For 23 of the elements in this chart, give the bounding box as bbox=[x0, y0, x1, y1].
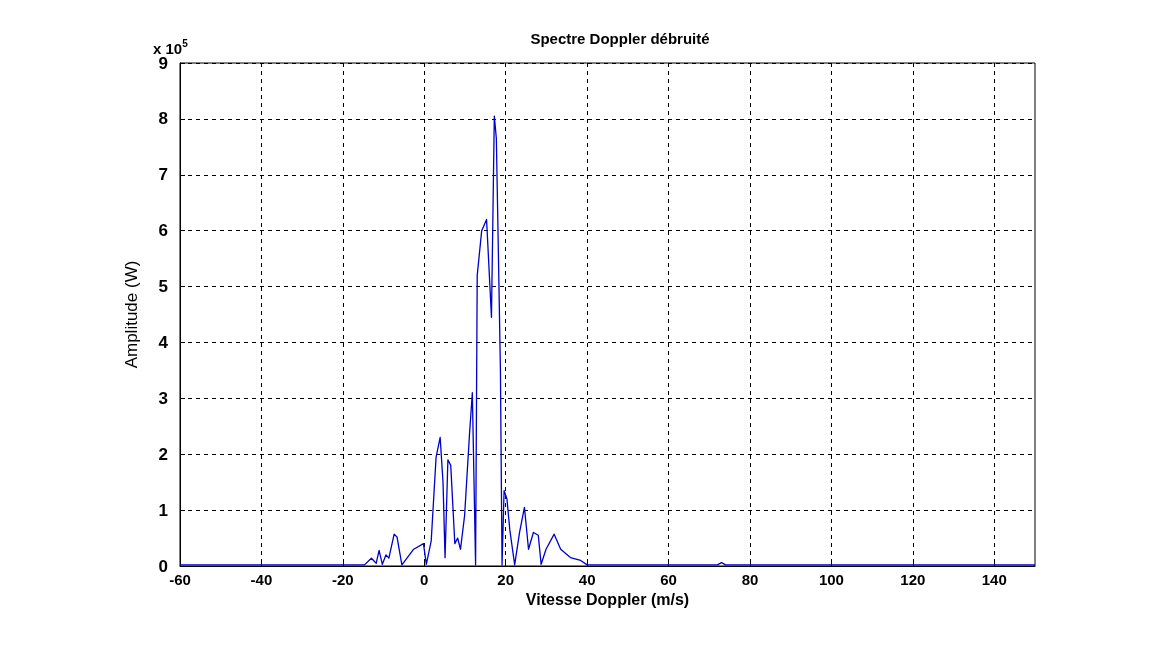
y-tick-label: 1 bbox=[158, 500, 168, 520]
y-tick-label: 4 bbox=[158, 332, 169, 352]
x-tick-label: 60 bbox=[660, 571, 677, 588]
y-axis-title: Amplitude (W) bbox=[122, 260, 141, 369]
x-tick-label: -20 bbox=[332, 571, 354, 588]
x-tick-label: 120 bbox=[900, 571, 926, 588]
x-tick-label: -60 bbox=[169, 571, 191, 588]
x-tick-label: -40 bbox=[250, 571, 273, 588]
x-tick-label: 0 bbox=[420, 571, 429, 588]
x-tick-label: 80 bbox=[741, 571, 759, 588]
y-tick-label: 5 bbox=[158, 277, 168, 297]
y-tick-label: 7 bbox=[158, 165, 168, 185]
y-tick-label: 9 bbox=[158, 53, 168, 73]
y-tick-label: 2 bbox=[158, 444, 168, 464]
chart-title: Spectre Doppler débruité bbox=[530, 30, 710, 47]
x-tick-label: 40 bbox=[578, 571, 596, 588]
x-tick-label: 140 bbox=[981, 571, 1007, 588]
x-tick-label: 100 bbox=[818, 571, 844, 588]
x-tick-label: 20 bbox=[497, 571, 515, 588]
y-tick-label: 8 bbox=[158, 109, 168, 129]
y-tick-label: 6 bbox=[158, 221, 168, 241]
y-tick-label: 3 bbox=[158, 388, 168, 408]
x-axis-title: Vitesse Doppler (m/s) bbox=[525, 591, 690, 609]
